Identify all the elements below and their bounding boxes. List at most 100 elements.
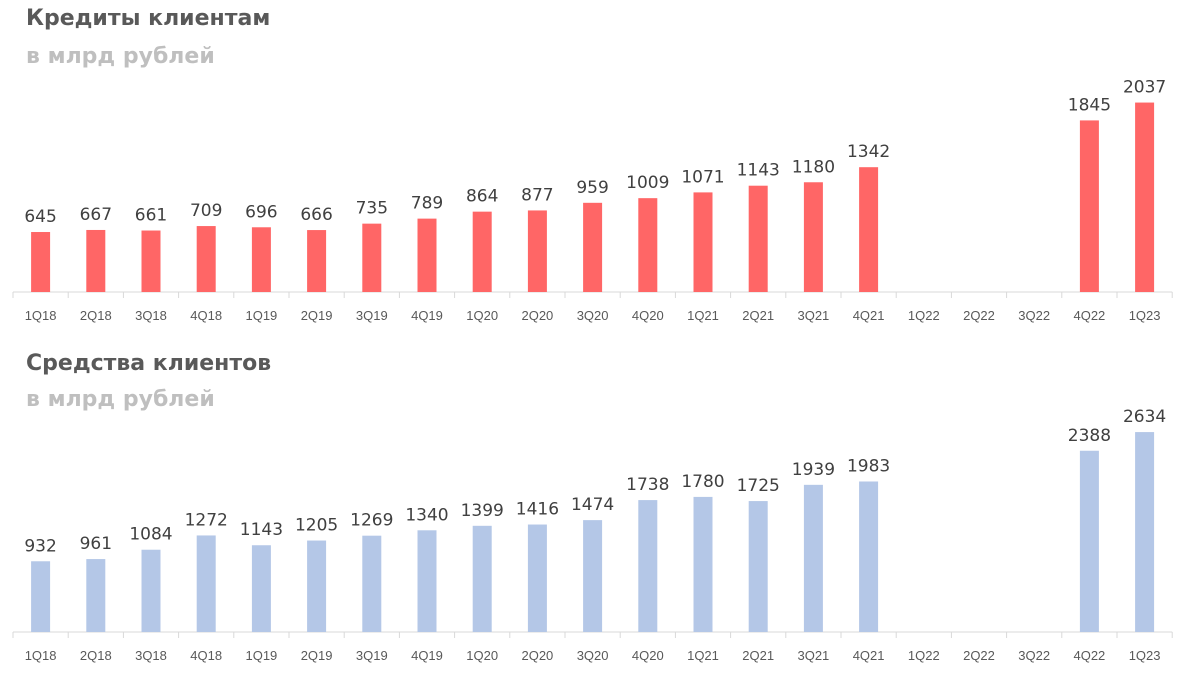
deposits-bar xyxy=(86,559,106,632)
loans-data-label: 864 xyxy=(466,187,498,207)
deposits-bar xyxy=(196,535,216,632)
deposits-data-label: 1084 xyxy=(129,525,172,545)
deposits-data-label: 1143 xyxy=(240,520,283,540)
loans-chart-title: Кредиты клиентам xyxy=(26,6,271,31)
loans-data-label: 877 xyxy=(521,185,553,205)
loans-bar xyxy=(86,229,106,292)
deposits-bar xyxy=(251,545,271,632)
loans-tick-label: 1Q20 xyxy=(466,308,498,323)
loans-data-label: 667 xyxy=(80,205,112,225)
deposits-tick-label: 2Q22 xyxy=(963,648,995,663)
deposits-data-label: 1205 xyxy=(295,516,338,536)
loans-bar-chart: 1Q18 645 2Q18 667 3Q18 661 4Q18 709 1Q19 696 2Q19 6… xyxy=(12,78,1173,323)
loans-tick-label: 2Q18 xyxy=(80,308,112,323)
deposits-data-label: 1416 xyxy=(516,500,559,520)
loans-tick-label: 2Q20 xyxy=(521,308,553,323)
deposits-tick-label: 4Q19 xyxy=(411,648,443,663)
loans-data-label: 1845 xyxy=(1068,95,1111,115)
deposits-bar xyxy=(693,496,713,632)
loans-bar xyxy=(693,192,713,292)
deposits-bar xyxy=(638,500,658,632)
deposits-tick-label: 3Q19 xyxy=(356,648,388,663)
deposits-tick-label: 2Q21 xyxy=(742,648,774,663)
loans-bar xyxy=(251,227,271,292)
deposits-bar xyxy=(141,549,161,632)
deposits-tick-label: 3Q18 xyxy=(135,648,167,663)
loans-data-label: 666 xyxy=(300,205,332,225)
loans-data-label: 645 xyxy=(24,207,56,227)
loans-bar xyxy=(1135,102,1155,293)
loans-tick-label: 1Q23 xyxy=(1129,308,1161,323)
deposits-bar xyxy=(362,535,382,632)
deposits-tick-label: 3Q22 xyxy=(1018,648,1050,663)
deposits-tick-label: 2Q19 xyxy=(301,648,333,663)
loans-data-label: 696 xyxy=(245,202,277,222)
loans-data-label: 1342 xyxy=(847,142,890,162)
loans-tick-label: 3Q22 xyxy=(1018,308,1050,323)
loans-data-label: 661 xyxy=(135,206,167,226)
deposits-data-label: 1340 xyxy=(405,505,448,525)
loans-tick-label: 2Q19 xyxy=(301,308,333,323)
deposits-bar xyxy=(31,561,51,632)
deposits-tick-label: 1Q20 xyxy=(466,648,498,663)
loans-data-label: 789 xyxy=(411,194,443,214)
deposits-data-label: 961 xyxy=(80,534,112,554)
deposits-bar xyxy=(748,501,768,632)
loans-tick-label: 4Q20 xyxy=(632,308,664,323)
deposits-data-label: 1269 xyxy=(350,511,393,531)
deposits-data-label: 1725 xyxy=(737,476,780,496)
deposits-data-label: 1474 xyxy=(571,495,614,515)
loans-tick-label: 1Q19 xyxy=(245,308,277,323)
loans-tick-label: 1Q22 xyxy=(908,308,940,323)
deposits-data-label: 1399 xyxy=(461,501,504,521)
loans-bar xyxy=(31,232,51,292)
loans-data-label: 1071 xyxy=(681,167,724,187)
loans-tick-label: 1Q21 xyxy=(687,308,719,323)
loans-bar xyxy=(472,211,492,292)
deposits-bar xyxy=(1135,432,1155,632)
loans-chart-subtitle: в млрд рублей xyxy=(26,44,215,69)
loans-bar xyxy=(307,230,327,292)
deposits-data-label: 1780 xyxy=(681,472,724,492)
loans-tick-label: 3Q20 xyxy=(577,308,609,323)
deposits-data-label: 2634 xyxy=(1123,407,1166,427)
loans-tick-label: 4Q22 xyxy=(1073,308,1105,323)
loans-data-label: 735 xyxy=(356,199,388,219)
loans-bar xyxy=(196,226,216,292)
loans-data-label: 709 xyxy=(190,201,222,221)
deposits-bar xyxy=(583,520,603,632)
loans-bar xyxy=(803,182,823,292)
deposits-data-label: 1272 xyxy=(185,510,228,530)
loans-bar xyxy=(417,218,437,292)
deposits-data-label: 1738 xyxy=(626,475,669,495)
deposits-tick-label: 1Q22 xyxy=(908,648,940,663)
loans-data-label: 1009 xyxy=(626,173,669,193)
deposits-data-label: 1983 xyxy=(847,456,890,476)
deposits-data-label: 2388 xyxy=(1068,426,1111,446)
loans-data-label: 2037 xyxy=(1123,78,1166,98)
loans-tick-label: 3Q21 xyxy=(797,308,829,323)
deposits-tick-label: 1Q23 xyxy=(1129,648,1161,663)
loans-tick-label: 1Q18 xyxy=(25,308,57,323)
loans-tick-label: 4Q18 xyxy=(190,308,222,323)
loans-bar xyxy=(141,230,161,292)
loans-tick-label: 3Q19 xyxy=(356,308,388,323)
deposits-data-label: 932 xyxy=(24,536,56,556)
loans-data-label: 959 xyxy=(576,178,608,198)
deposits-tick-label: 3Q20 xyxy=(577,648,609,663)
deposits-bar xyxy=(803,484,823,632)
loans-data-label: 1143 xyxy=(737,161,780,181)
deposits-chart-title: Средства клиентов xyxy=(26,351,272,376)
loans-tick-label: 2Q22 xyxy=(963,308,995,323)
deposits-data-label: 1939 xyxy=(792,460,835,480)
deposits-bar xyxy=(307,540,327,632)
loans-bar xyxy=(527,210,547,292)
deposits-tick-label: 1Q18 xyxy=(25,648,57,663)
deposits-tick-label: 4Q20 xyxy=(632,648,664,663)
deposits-tick-label: 1Q19 xyxy=(245,648,277,663)
deposits-tick-label: 4Q18 xyxy=(190,648,222,663)
loans-tick-label: 3Q18 xyxy=(135,308,167,323)
loans-tick-label: 4Q19 xyxy=(411,308,443,323)
deposits-bar xyxy=(472,525,492,632)
